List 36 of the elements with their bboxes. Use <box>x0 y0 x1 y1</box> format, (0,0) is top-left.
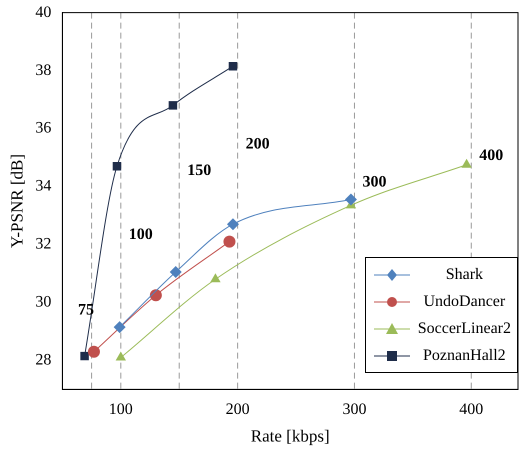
point <box>116 352 126 361</box>
x-tick-label: 300 <box>342 401 366 418</box>
y-tick-label: 34 <box>35 178 52 195</box>
point <box>80 352 89 360</box>
point <box>114 321 126 334</box>
legend-label: UndoDancer <box>422 292 506 310</box>
x-tick-label: 200 <box>226 401 250 418</box>
point <box>168 101 178 110</box>
point <box>88 346 100 358</box>
point <box>210 273 221 282</box>
y-tick-label: 30 <box>35 294 52 311</box>
x-axis-title: Rate [kbps] <box>250 426 330 446</box>
ref-line-label: 300 <box>362 173 386 190</box>
ref-line-label: 400 <box>479 146 504 164</box>
point <box>344 194 357 206</box>
y-tick-label: 36 <box>35 120 52 137</box>
legend-label: SoccerLinear2 <box>418 320 511 338</box>
y-tick-label: 38 <box>35 62 52 79</box>
legend-label: PoznanHall2 <box>422 346 507 364</box>
point <box>228 62 238 70</box>
y-tick-label: 40 <box>35 4 52 21</box>
ref-line-label: 150 <box>187 162 212 179</box>
ref-line-label: 100 <box>128 226 153 244</box>
y-axis-title: Y-PSNR [dB] <box>8 154 27 248</box>
point <box>461 158 472 168</box>
point <box>170 266 182 278</box>
y-tick-label: 28 <box>35 352 52 369</box>
point <box>223 236 236 248</box>
ref-line-label: 200 <box>246 136 270 153</box>
point <box>226 218 239 230</box>
y-tick-label: 32 <box>35 236 52 253</box>
legend-label: Shark <box>444 266 484 284</box>
point <box>112 162 122 170</box>
point <box>150 289 162 302</box>
x-tick-label: 400 <box>459 401 484 418</box>
x-tick-label: 100 <box>108 401 133 418</box>
